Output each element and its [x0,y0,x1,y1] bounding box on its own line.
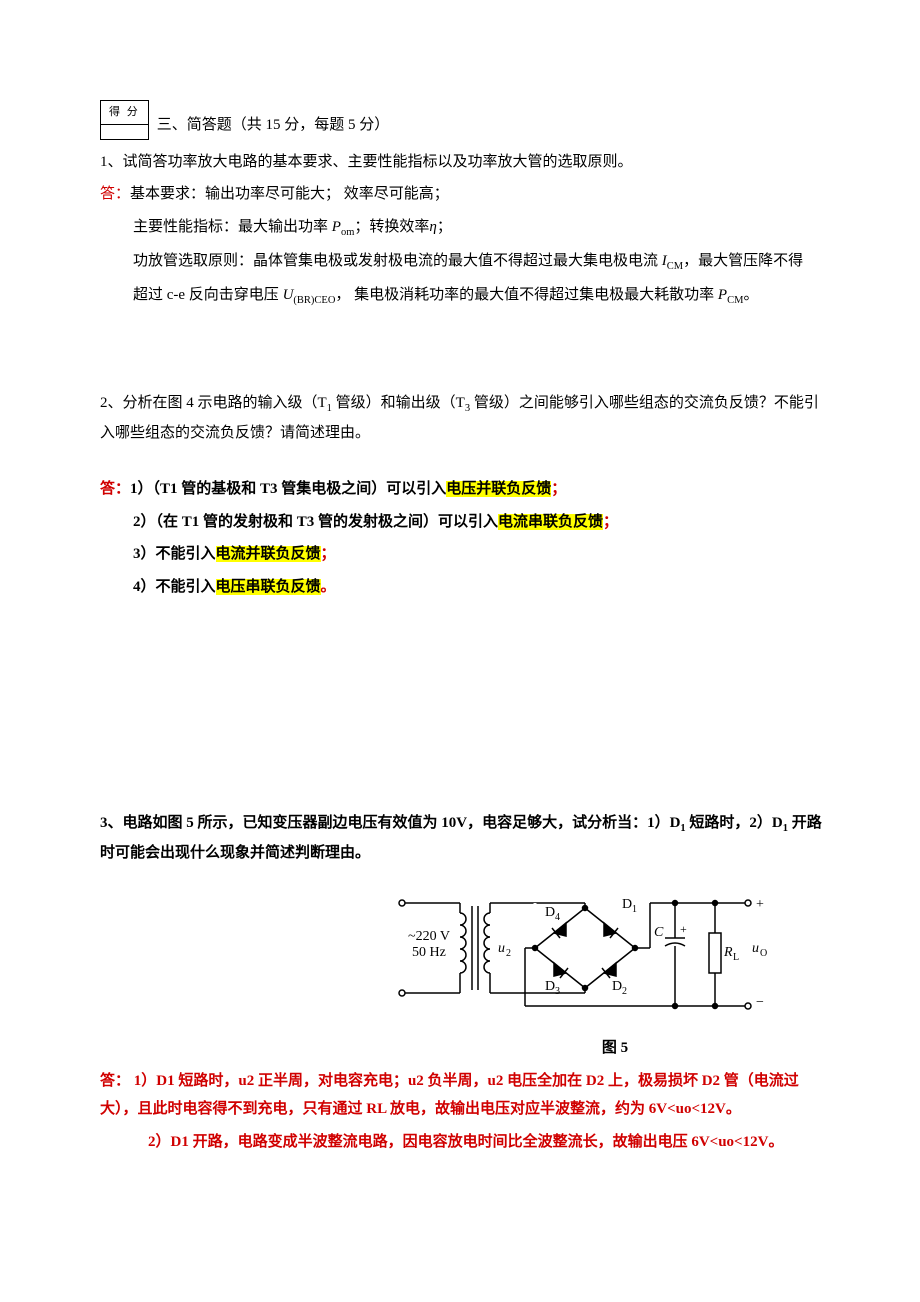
q2-answer-line2: 2）（在 T1 管的发射极和 T3 管的发射极之间）可以引入电流串联负反馈； [100,508,830,537]
svg-text:3: 3 [555,986,560,997]
svg-text:O: O [760,948,767,959]
q1-answer-line2: 主要性能指标：最大输出功率 Pom；转换效率η； [100,213,830,243]
figure-5: ~220 V 50 Hz u 2 D4 D1 D3 D2 C + RL uO +… [100,878,830,1029]
svg-text:4: 4 [555,912,560,923]
svg-text:D: D [545,905,555,920]
score-box-label: 得 分 [101,101,148,125]
answer-label: 答： [100,481,130,497]
q2-prompt: 2、分析在图 4 示电路的输入级（T1 管级）和输出级（T3 管级）之间能够引入… [100,389,830,447]
svg-text:L: L [733,952,739,963]
figure-5-caption: 图 5 [100,1034,830,1063]
q2-answer-line3: 3）不能引入电流并联负反馈； [100,540,830,569]
svg-text:2: 2 [622,986,627,997]
svg-text:C: C [654,925,664,940]
svg-text:+: + [756,897,764,912]
svg-text:+: + [680,922,687,936]
answer-label: 答： [100,186,130,202]
q3-answer-line1: 答： 1）D1 短路时，u2 正半周，对电容充电；u2 负半周，u2 电压全加在… [100,1067,830,1124]
svg-text:D: D [622,897,632,912]
answer-label: 答： [100,1073,130,1089]
circuit-diagram-icon: ~220 V 50 Hz u 2 D4 D1 D3 D2 C + RL uO +… [390,878,770,1018]
section-title: 三、简答题（共 15 分，每题 5 分） [157,111,390,140]
score-box: 得 分 [100,100,149,140]
svg-text:D: D [612,979,622,994]
score-box-value [101,125,148,139]
q1-prompt: 1、试简答功率放大电路的基本要求、主要性能指标以及功率放大管的选取原则。 [100,148,830,177]
svg-text:~220 V: ~220 V [408,929,450,944]
section-header: 得 分 三、简答题（共 15 分，每题 5 分） [100,100,830,140]
svg-text:R: R [723,945,733,960]
q2-answer-line1: 答：1）（T1 管的基极和 T3 管集电极之间）可以引入电压并联负反馈； [100,475,830,504]
svg-text:1: 1 [632,904,637,915]
svg-text:D: D [545,979,555,994]
q1-answer-line1: 答：基本要求：输出功率尽可能大； 效率尽可能高； [100,180,830,209]
q1-answer-line4: 超过 c-e 反向击穿电压 U(BR)CEO， 集电极消耗功率的最大值不得超过集… [100,281,830,311]
svg-text:u: u [752,941,759,956]
q1-answer-line3: 功放管选取原则：晶体管集电极或发射极电流的最大值不得超过最大集电极电流 ICM，… [100,247,830,277]
q3-prompt: 3、电路如图 5 所示，已知变压器副边电压有效值为 10V，电容足够大，试分析当… [100,809,830,867]
q3-answer-line2: 2）D1 开路，电路变成半波整流电路，因电容放电时间比全波整流长，故输出电压 6… [100,1128,830,1157]
svg-text:u: u [498,941,505,956]
svg-text:50 Hz: 50 Hz [412,945,446,960]
svg-text:2: 2 [506,948,511,959]
svg-text:−: − [756,995,764,1010]
q2-answer-line4: 4）不能引入电压串联负反馈。 [100,573,830,602]
